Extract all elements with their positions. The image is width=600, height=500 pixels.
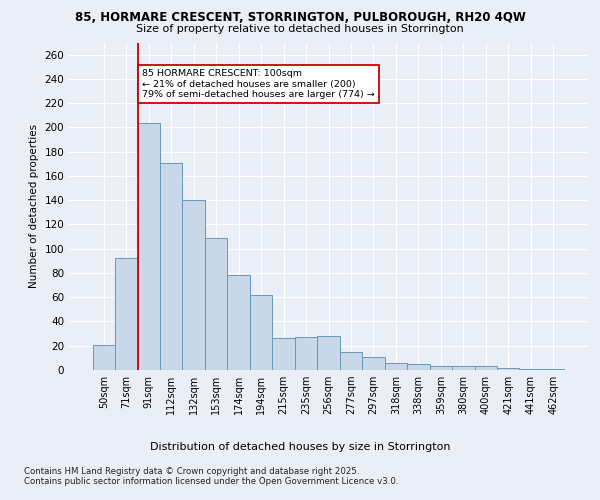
- Bar: [385, 362, 407, 370]
- Text: Size of property relative to detached houses in Storrington: Size of property relative to detached ho…: [136, 24, 464, 34]
- Bar: [137, 122, 160, 370]
- Bar: [497, 368, 520, 370]
- Bar: [430, 366, 452, 370]
- Bar: [475, 366, 497, 370]
- Bar: [160, 162, 182, 370]
- Bar: [317, 336, 340, 370]
- Bar: [182, 200, 205, 370]
- Text: Contains public sector information licensed under the Open Government Licence v3: Contains public sector information licen…: [24, 478, 398, 486]
- Bar: [295, 337, 317, 370]
- Bar: [407, 364, 430, 370]
- Bar: [452, 366, 475, 370]
- Bar: [542, 369, 565, 370]
- Text: 85 HORMARE CRESCENT: 100sqm
← 21% of detached houses are smaller (200)
79% of se: 85 HORMARE CRESCENT: 100sqm ← 21% of det…: [142, 69, 375, 99]
- Bar: [250, 295, 272, 370]
- Text: Distribution of detached houses by size in Storrington: Distribution of detached houses by size …: [150, 442, 450, 452]
- Y-axis label: Number of detached properties: Number of detached properties: [29, 124, 39, 288]
- Bar: [340, 352, 362, 370]
- Bar: [272, 338, 295, 370]
- Bar: [227, 276, 250, 370]
- Bar: [92, 344, 115, 370]
- Bar: [520, 369, 542, 370]
- Bar: [362, 356, 385, 370]
- Text: Contains HM Land Registry data © Crown copyright and database right 2025.: Contains HM Land Registry data © Crown c…: [24, 468, 359, 476]
- Text: 85, HORMARE CRESCENT, STORRINGTON, PULBOROUGH, RH20 4QW: 85, HORMARE CRESCENT, STORRINGTON, PULBO…: [74, 11, 526, 24]
- Bar: [115, 258, 137, 370]
- Bar: [205, 238, 227, 370]
